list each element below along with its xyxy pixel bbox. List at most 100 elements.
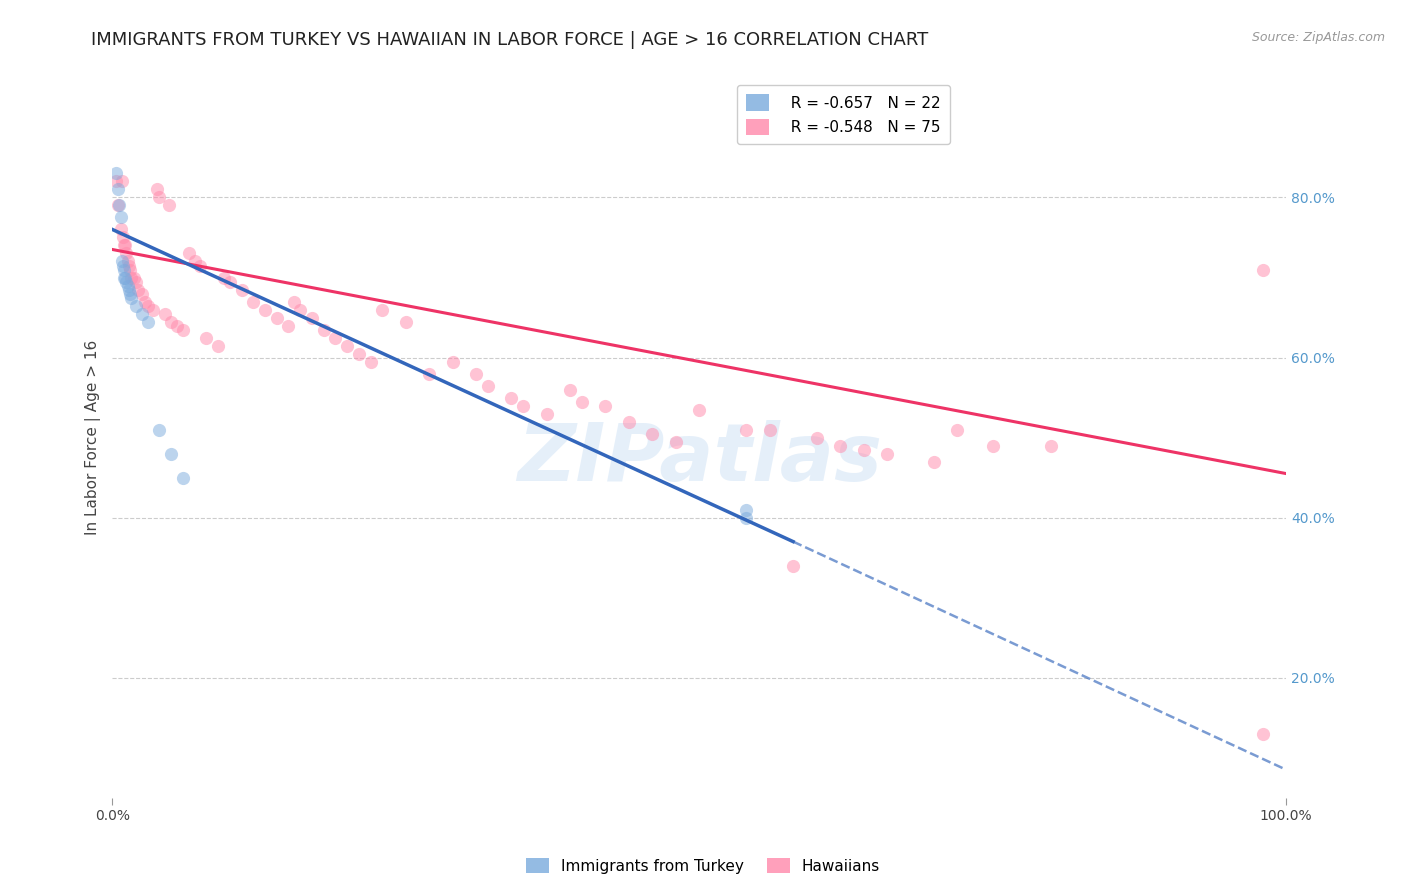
Point — [112, 238, 135, 252]
Point — [360, 354, 382, 368]
Point — [477, 378, 499, 392]
Point — [782, 558, 804, 573]
Point — [115, 275, 138, 289]
Point — [157, 198, 180, 212]
Point — [301, 310, 323, 325]
Text: IMMIGRANTS FROM TURKEY VS HAWAIIAN IN LABOR FORCE | AGE > 16 CORRELATION CHART: IMMIGRANTS FROM TURKEY VS HAWAIIAN IN LA… — [91, 31, 928, 49]
Point — [111, 230, 134, 244]
Point — [122, 270, 145, 285]
Point — [922, 454, 945, 468]
Point — [131, 306, 153, 320]
Legend:   R = -0.657   N = 22,   R = -0.548   N = 75: R = -0.657 N = 22, R = -0.548 N = 75 — [737, 85, 950, 145]
Text: Source: ZipAtlas.com: Source: ZipAtlas.com — [1251, 31, 1385, 45]
Point — [441, 354, 464, 368]
Point — [536, 407, 558, 421]
Point — [190, 259, 212, 273]
Point — [735, 423, 758, 437]
Point — [110, 211, 132, 225]
Point — [118, 259, 141, 273]
Point — [465, 367, 488, 381]
Point — [207, 338, 229, 352]
Point — [111, 174, 134, 188]
Point — [418, 367, 440, 381]
Point — [114, 238, 136, 252]
Point — [107, 198, 129, 212]
Point — [946, 423, 969, 437]
Point — [371, 302, 394, 317]
Point — [641, 426, 664, 441]
Point — [146, 182, 169, 196]
Legend: Immigrants from Turkey, Hawaiians: Immigrants from Turkey, Hawaiians — [520, 852, 886, 880]
Point — [148, 190, 170, 204]
Point — [117, 278, 139, 293]
Point — [111, 254, 134, 268]
Point — [571, 394, 593, 409]
Point — [160, 446, 183, 460]
Point — [336, 338, 359, 352]
Point — [127, 283, 149, 297]
Point — [125, 275, 148, 289]
Point — [160, 314, 183, 328]
Point — [501, 391, 523, 405]
Point — [266, 310, 288, 325]
Point — [108, 198, 131, 212]
Point — [155, 306, 177, 320]
Point — [395, 314, 418, 328]
Point — [134, 294, 156, 309]
Point — [118, 262, 141, 277]
Point — [283, 294, 305, 309]
Point — [981, 439, 1004, 453]
Point — [118, 283, 141, 297]
Point — [104, 174, 127, 188]
Text: ZIPatlas: ZIPatlas — [517, 420, 882, 498]
Point — [172, 322, 194, 336]
Point — [758, 423, 780, 437]
Point — [112, 270, 135, 285]
Point — [852, 442, 875, 457]
Point — [558, 383, 581, 397]
Point — [177, 246, 200, 260]
Point — [828, 439, 851, 453]
Y-axis label: In Labor Force | Age > 16: In Labor Force | Age > 16 — [86, 340, 101, 535]
Point — [125, 299, 148, 313]
Point — [735, 502, 758, 516]
Point — [665, 434, 688, 449]
Point — [617, 415, 640, 429]
Point — [312, 322, 335, 336]
Point — [117, 254, 139, 268]
Point — [114, 270, 136, 285]
Point — [1251, 726, 1274, 740]
Point — [876, 446, 898, 460]
Point — [136, 299, 159, 313]
Point — [688, 402, 710, 417]
Point — [512, 399, 534, 413]
Point — [172, 470, 194, 484]
Point — [183, 254, 205, 268]
Point — [111, 259, 134, 273]
Point — [120, 270, 142, 285]
Point — [1251, 262, 1274, 277]
Point — [595, 399, 617, 413]
Point — [290, 302, 312, 317]
Point — [1040, 439, 1063, 453]
Point — [115, 246, 138, 260]
Point — [148, 423, 170, 437]
Point — [195, 330, 218, 344]
Point — [347, 346, 370, 360]
Point — [112, 262, 135, 277]
Point — [118, 286, 141, 301]
Point — [110, 222, 132, 236]
Point — [131, 286, 153, 301]
Point — [218, 275, 240, 289]
Point — [253, 302, 276, 317]
Point — [242, 294, 264, 309]
Point — [142, 302, 165, 317]
Point — [212, 270, 235, 285]
Point — [277, 318, 299, 333]
Point — [166, 318, 188, 333]
Point — [104, 166, 127, 180]
Point — [136, 314, 159, 328]
Point — [231, 283, 253, 297]
Point — [107, 182, 129, 196]
Point — [735, 510, 758, 524]
